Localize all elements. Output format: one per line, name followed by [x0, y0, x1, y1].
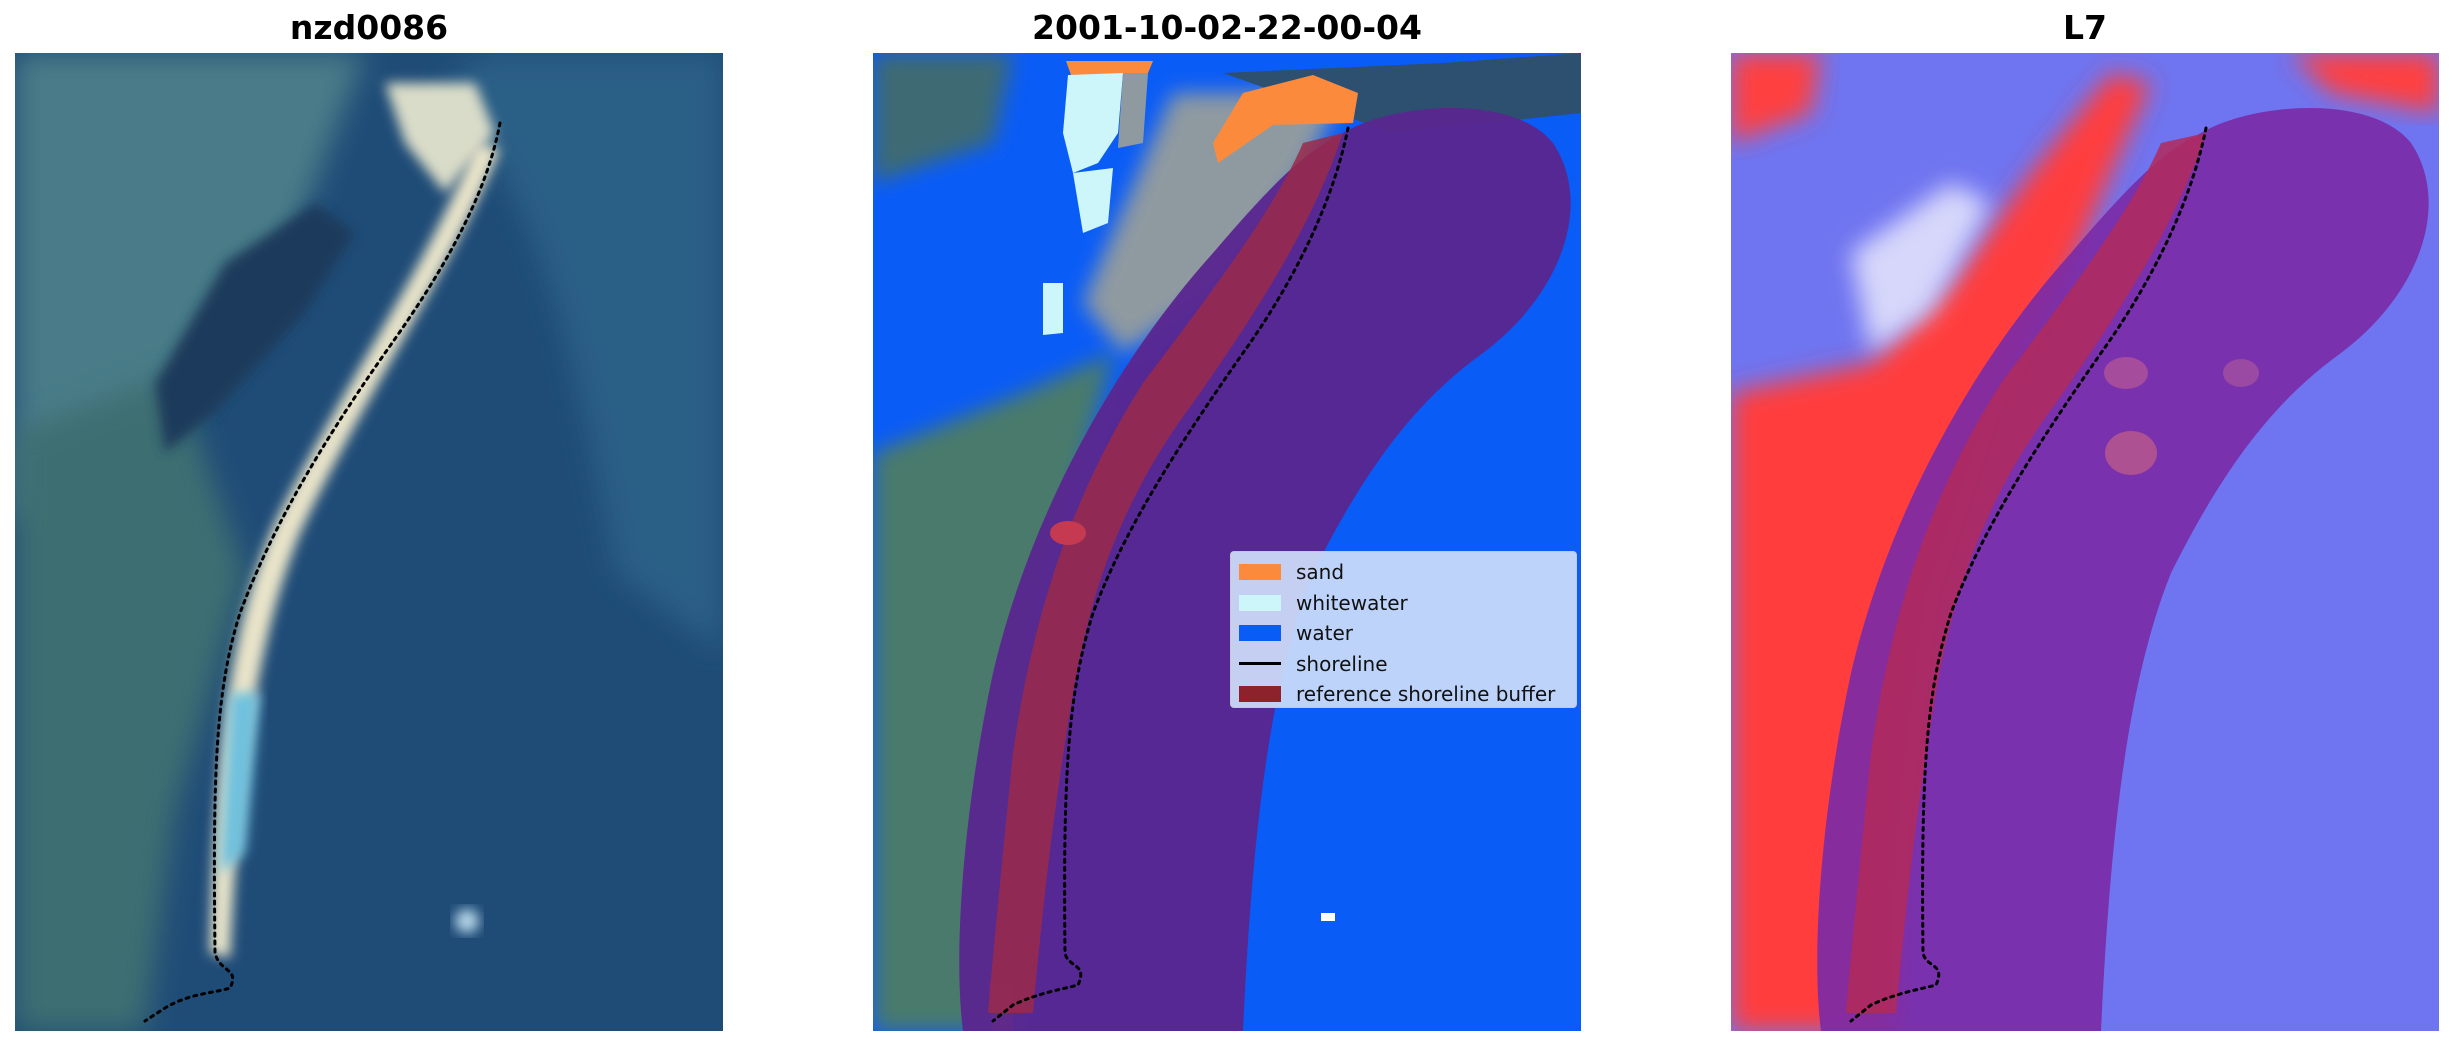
- legend-label-reference-buffer: reference shoreline buffer: [1296, 682, 1556, 707]
- legend-label-sand: sand: [1296, 560, 1345, 585]
- legend-label-water: water: [1296, 621, 1353, 646]
- legend-item-water: water: [1239, 618, 1568, 649]
- panel-title-date: 2001-10-02-22-00-04: [1032, 8, 1422, 47]
- sand-patch-north: [1213, 75, 1358, 163]
- buffer-spot-3: [2223, 359, 2259, 387]
- whitewater-dot: [1321, 913, 1335, 921]
- bright-spot: [455, 909, 479, 933]
- l7-svg: [1731, 53, 2439, 1031]
- sand-swatch: [1239, 564, 1281, 581]
- reference-buffer-swatch: [1239, 686, 1281, 703]
- water-swatch: [1239, 625, 1281, 642]
- buffer-spot-1: [2104, 357, 2148, 389]
- shoreline-trace: [991, 126, 1350, 1023]
- whitewater-patch-1: [1063, 73, 1123, 173]
- buffer-land-side: [1846, 133, 2206, 1013]
- pale-region: [1851, 183, 1991, 353]
- panel-title-nzd0086: nzd0086: [289, 8, 449, 47]
- positive-region-top-left: [1731, 53, 1821, 143]
- rgb-satellite-image: [15, 53, 723, 1031]
- buffer-spot-2: [2105, 431, 2157, 475]
- panel-title-l7: L7: [2063, 8, 2107, 47]
- land-top-left: [873, 53, 1013, 183]
- legend-label-shoreline: shoreline: [1296, 651, 1388, 676]
- positive-region-top-right: [2291, 53, 2439, 113]
- inland-lagoon: [155, 203, 355, 453]
- classification-svg: [873, 53, 1581, 1031]
- legend-label-whitewater: whitewater: [1296, 590, 1408, 615]
- rgb-image-svg: [15, 53, 723, 1031]
- surf-zone: [220, 693, 260, 873]
- whitewater-swatch: [1239, 594, 1281, 611]
- buffer-highlight-spot: [1050, 521, 1086, 545]
- classification-map: [873, 53, 1581, 1031]
- land-north: [1083, 93, 1343, 353]
- land-vegetation-south: [15, 373, 245, 1031]
- shoreline-trace: [143, 121, 502, 1023]
- gray-patch: [1118, 73, 1148, 148]
- shoreline-swatch: [1239, 662, 1281, 666]
- shallow-water-area: [435, 53, 723, 653]
- shoreline-trace: [1849, 126, 2208, 1023]
- buffer-land-side: [988, 133, 1343, 1013]
- sand-patch-top: [1066, 61, 1153, 75]
- legend-item-whitewater: whitewater: [1239, 588, 1568, 619]
- whitewater-patch-2: [1073, 168, 1113, 233]
- l7-index-map: [1731, 53, 2439, 1031]
- whitewater-patch-3: [1043, 283, 1063, 335]
- legend-item-sand: sand: [1239, 557, 1568, 588]
- legend-item-shoreline: shoreline: [1239, 649, 1568, 680]
- legend-item-reference-buffer: reference shoreline buffer: [1239, 679, 1568, 710]
- reference-buffer-overlay: [1817, 108, 2429, 1031]
- legend: sand whitewater water shoreline referenc…: [1230, 551, 1577, 708]
